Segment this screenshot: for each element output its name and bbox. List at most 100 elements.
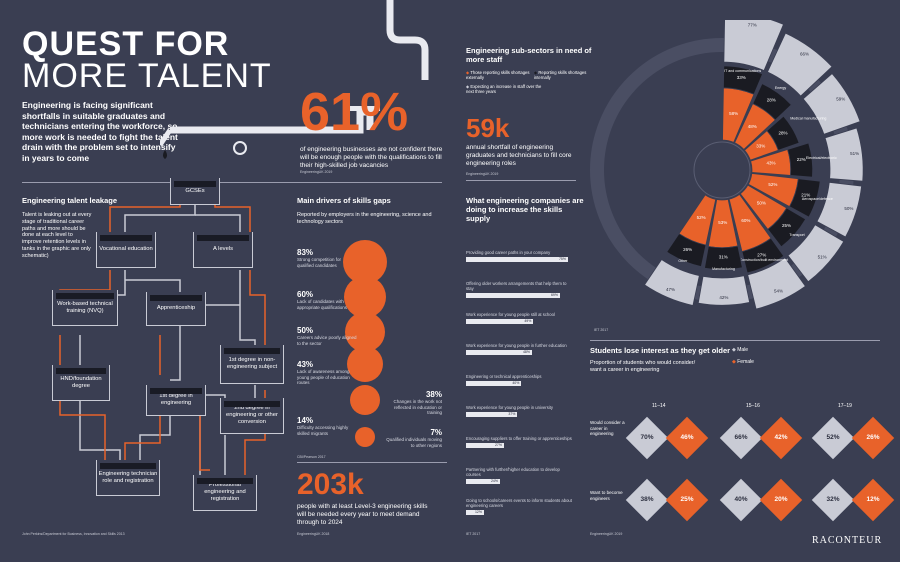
sector-increase-segment: [766, 32, 833, 97]
driver-item: 38% Changes in the work not reflected in…: [393, 390, 442, 415]
stat-59k-source: EngineeringUK 2019: [466, 172, 499, 176]
leakage-source: John Perkins/Department for Business, In…: [22, 532, 125, 536]
drivers-heading: Main drivers of skills gaps: [297, 196, 391, 205]
supply-bar-label: Encouraging suppliers to offer training …: [466, 436, 572, 441]
sector-external-value: 52%: [697, 215, 706, 220]
sector-increase-value: 47%: [666, 287, 675, 292]
group-label: 15–16: [746, 403, 760, 409]
supply-bar: 49%: [466, 319, 534, 324]
supply-bar-label: Work experience for young people in furt…: [466, 343, 567, 348]
supply-bar: 12%: [466, 510, 484, 515]
sector-increase-value: 50%: [844, 206, 853, 211]
supply-bar: 75%: [466, 257, 568, 262]
supply-heading: What engineering companies are doing to …: [466, 196, 584, 223]
sector-name: Aerospace/defence: [802, 197, 833, 201]
sector-internal-segment: [666, 233, 707, 268]
sector-internal-value: 33%: [737, 75, 746, 80]
sector-increase-segment: [802, 72, 861, 135]
sector-increase-value: 59%: [836, 97, 845, 102]
sector-internal-segment: [741, 237, 785, 274]
tank-a-levels: A levels: [193, 232, 253, 268]
supply-bar-row: Providing good career paths in your comp…: [466, 250, 572, 262]
divider: [590, 340, 880, 341]
sector-increase-value: 42%: [719, 295, 728, 300]
sector-increase-segment: [723, 20, 784, 72]
sector-increase-segment: [824, 127, 864, 182]
sector-external-value: 48%: [748, 124, 757, 129]
tank-hnd-foundation: HND/foundation degree: [52, 365, 110, 401]
supply-bar-row: Going to schools/careers events to infor…: [466, 498, 572, 515]
sector-internal-segment: [787, 142, 814, 178]
driver-item: 83% Strong competition for qualified can…: [297, 248, 342, 268]
sector-external-value: 33%: [756, 143, 765, 148]
sector-name: Transport: [789, 233, 804, 237]
group-label: 17–19: [838, 403, 852, 409]
title-line1: QUEST FOR: [22, 25, 230, 63]
tank-2nd-degree: 2nd degree in engineering or other conve…: [220, 398, 284, 434]
tank-vocational-education: Vocational education: [96, 232, 156, 268]
supply-bar-row: Offering older workers arrangements that…: [466, 281, 572, 298]
stat-61-value: 61%: [300, 82, 409, 142]
male-value: 32%: [826, 496, 840, 503]
sector-increase-segment: [643, 258, 700, 306]
sector-name: IT and communications: [724, 69, 761, 73]
sector-internal-value: 31%: [719, 255, 728, 260]
stat-59k-text: annual shortfall of engineering graduate…: [466, 144, 572, 167]
tap-pipe-graphic: [160, 0, 429, 159]
tank-1st-degree-engineering: 1st degree in engineering: [146, 385, 206, 416]
brand-logo: RACONTEUR: [812, 535, 883, 546]
title-line2: MORE TALENT: [22, 57, 272, 95]
leakage-heading: Engineering talent leakage: [22, 196, 118, 205]
sector-external-value: 60%: [741, 218, 750, 223]
sector-name: Construction/built environment: [740, 258, 789, 262]
tank-gcses: GCSEs: [170, 178, 220, 205]
subsectors-heading: Engineering sub-sectors in need of more …: [466, 46, 592, 64]
valve-icon: [233, 141, 247, 155]
stat-59k-value: 59k: [466, 113, 510, 143]
divider: [297, 462, 447, 463]
sector-name: Manufacturing: [712, 267, 735, 271]
female-value: 42%: [774, 434, 788, 441]
female-value: 25%: [680, 496, 694, 503]
row-label: Would consider a career in engineering: [590, 420, 625, 436]
male-value: 40%: [734, 496, 748, 503]
stat-61-text: of engineering businesses are not confid…: [300, 146, 443, 169]
drivers-source: CBI/Pearson 2017: [297, 455, 326, 459]
legend-male: ◆ Male: [732, 347, 749, 353]
supply-bar: 37%: [466, 412, 518, 417]
supply-bar: 69%: [466, 293, 560, 298]
supply-bar: 24%: [466, 479, 500, 484]
supply-bar-label: Providing good career paths in your comp…: [466, 250, 551, 255]
driver-item: 50% Careers advice poorly aligned to the…: [297, 326, 357, 346]
driver-item: 43% Lack of awareness among young people…: [297, 360, 350, 385]
drivers-subheading: Reported by employers in the engineering…: [297, 212, 432, 225]
sector-internal-value: 21%: [801, 192, 810, 197]
students-heading: Students lose interest as they get older: [590, 346, 731, 355]
intro-text: Engineering is facing significant shortf…: [22, 100, 178, 163]
supply-bar-label: Going to schools/careers events to infor…: [466, 498, 572, 508]
sector-name: Medical manufacturing: [790, 117, 826, 121]
male-value: 66%: [734, 434, 748, 441]
sector-internal-value: 26%: [683, 247, 692, 252]
driver-item: 60% Lack of candidates with appropriate …: [297, 290, 348, 310]
female-value: 20%: [774, 496, 788, 503]
legend-female: ◆ Female: [732, 359, 754, 365]
drop-icon: [163, 150, 167, 159]
sector-increase-segment: [747, 257, 806, 310]
sector-internal-segment: [767, 207, 807, 248]
supply-bar-row: Work experience for young people in furt…: [466, 343, 572, 355]
sector-increase-segment: [816, 181, 863, 238]
sector-internal-value: 27%: [757, 252, 766, 257]
subsectors-radial-chart: 58% 33% 77% IT and communications 48% 28% 66% E…: [590, 20, 864, 310]
sector-external-value: 52%: [768, 182, 777, 187]
supply-bar-row: Work experience for young people in univ…: [466, 405, 572, 417]
sector-internal-value: 25%: [782, 223, 791, 228]
stat-61-source: EngineeringUK 2019: [300, 170, 333, 174]
driver-item: 7% Qualified individuals moving to other…: [386, 428, 442, 448]
supply-source: IET 2017: [466, 532, 481, 536]
sector-internal-segment: [752, 83, 792, 121]
sector-external-value: 50%: [757, 201, 766, 206]
sector-external-value: 53%: [718, 220, 727, 225]
subsectors-source: IET 2017: [594, 328, 609, 332]
sector-internal-segment: [704, 245, 743, 271]
